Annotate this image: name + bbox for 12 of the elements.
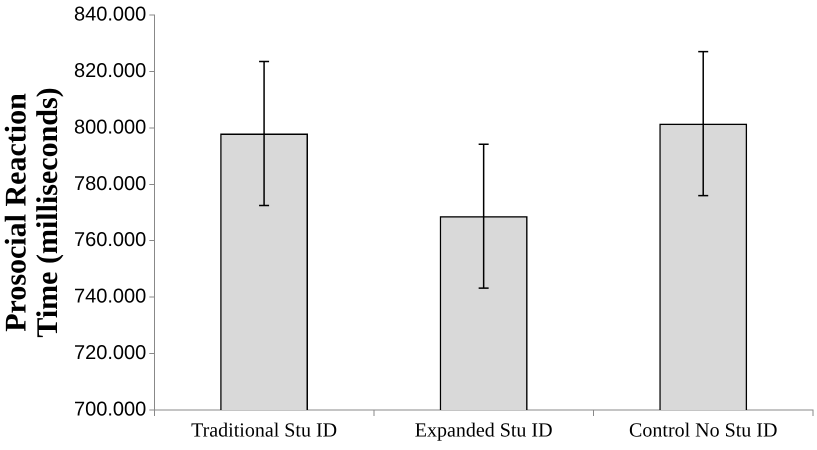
y-tick-label: 780.000 [74, 172, 146, 195]
y-tick-label: 820.000 [74, 60, 146, 82]
y-tick-label: 760.000 [74, 229, 146, 252]
x-tick-label: Expanded Stu ID [414, 419, 553, 442]
y-tick-label: 800.000 [74, 116, 146, 138]
y-tick-label: 840.000 [74, 4, 146, 26]
y-tick-label: 740.000 [74, 286, 146, 308]
x-tick-label: Traditional Stu ID [191, 419, 338, 442]
y-tick-label: 720.000 [74, 342, 146, 364]
x-tick-label: Control No Stu ID [629, 419, 778, 442]
y-tick-label: 700.000 [74, 398, 146, 421]
y-axis-title: Prosocial Reaction Time (milliseconds) [0, 87, 64, 338]
